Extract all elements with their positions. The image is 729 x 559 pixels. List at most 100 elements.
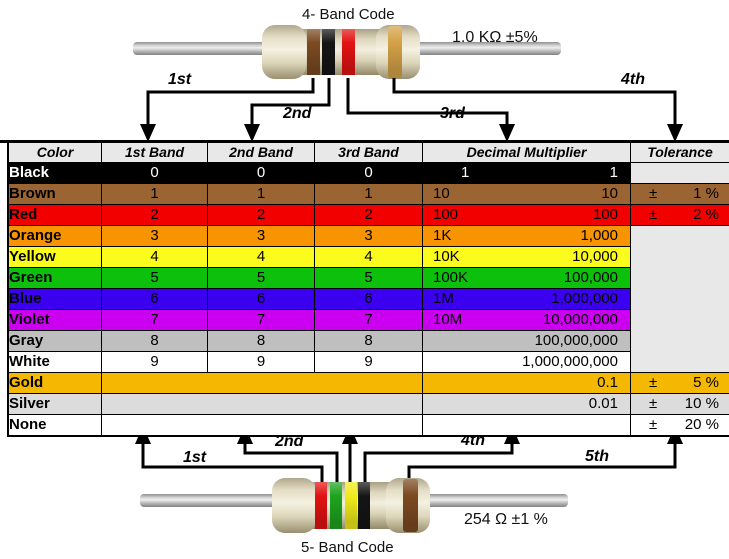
band3-digit: 3 [314, 225, 423, 247]
bottom-arrow-5th-line [407, 444, 677, 478]
band1-digit: 5 [101, 267, 208, 289]
band3-digit: 2 [314, 204, 423, 226]
multiplier-cell: 10K 10,000 [422, 246, 631, 268]
band3-digit: 7 [314, 309, 423, 331]
color-name: Blue [7, 288, 102, 310]
resistor-end-cap [272, 478, 316, 533]
table-row-blue: Blue 6 6 6 1M 1,000,000 [7, 288, 729, 310]
top-arrow-label-4th: 4th [621, 71, 645, 88]
band2-digit: 4 [207, 246, 315, 268]
table-row-gold: Gold 0.1 ±5 % [7, 372, 729, 394]
color-name: Black [7, 162, 102, 184]
table-top-rule [0, 140, 729, 143]
band2-digit: 2 [207, 204, 315, 226]
table-row-red: Red 2 2 2 100 100 ±2 % [7, 204, 729, 226]
multiplier-cell: 1,000,000,000 [422, 351, 631, 373]
band3-digit: 5 [314, 267, 423, 289]
band1-digit: 7 [101, 309, 208, 331]
header-2nd-band: 2nd Band [207, 140, 315, 163]
color-name: Violet [7, 309, 102, 331]
color-name: Gold [7, 372, 102, 394]
red-band [342, 29, 355, 75]
tolerance-cell-empty [630, 162, 729, 184]
table-row-violet: Violet 7 7 7 10M 10,000,000 [7, 309, 729, 331]
band3-digit: 9 [314, 351, 423, 373]
band3-digit: 0 [314, 162, 423, 184]
black-band [358, 482, 370, 529]
top-arrow-3rd-line [346, 78, 509, 125]
gold-band [388, 26, 402, 78]
band1-digit: 2 [101, 204, 208, 226]
multiplier-cell [422, 414, 631, 437]
table-row-none: None ±20 % [7, 414, 729, 437]
multiplier-cell: 0.1 [422, 372, 631, 394]
header-decimal-multiplier: Decimal Multiplier [422, 140, 631, 163]
table-row-silver: Silver 0.01 ±10 % [7, 393, 729, 415]
band1-digit: 3 [101, 225, 208, 247]
multiplier-cell: 10 10 [422, 183, 631, 205]
band2-digit: 7 [207, 309, 315, 331]
yellow-band [345, 482, 357, 529]
tolerance-cell: ±5 % [630, 372, 729, 394]
band2-digit: 1 [207, 183, 315, 205]
tolerance-cell: ±10 % [630, 393, 729, 415]
multiplier-cell: 10M 10,000,000 [422, 309, 631, 331]
table-row-brown: Brown 1 1 1 10 10 ±1 % [7, 183, 729, 205]
band1-digit: 0 [101, 162, 208, 184]
band2-digit: 3 [207, 225, 315, 247]
table-row-gray: Gray 8 8 8 100,000,000 [7, 330, 729, 352]
top-arrow-label-3rd: 3rd [440, 105, 465, 122]
green-band [330, 482, 342, 529]
multiplier-cell: 100K 100,000 [422, 267, 631, 289]
header-color: Color [7, 140, 102, 163]
band1-digit: 1 [101, 183, 208, 205]
resistor-end-cap [262, 25, 306, 79]
band2-digit: 8 [207, 330, 315, 352]
multiplier-cell: 100,000,000 [422, 330, 631, 352]
color-name: White [7, 351, 102, 373]
header-3rd-band: 3rd Band [314, 140, 423, 163]
header-tolerance: Tolerance [630, 140, 729, 163]
color-name: Brown [7, 183, 102, 205]
table-row-yellow: Yellow 4 4 4 10K 10,000 [7, 246, 729, 268]
bottom-arrow-label-2nd: 2nd [275, 433, 304, 450]
top-arrow-label-2nd: 2nd [283, 105, 312, 122]
band2-digit: 5 [207, 267, 315, 289]
band1-digit: 6 [101, 288, 208, 310]
bands-merged-empty [101, 393, 423, 415]
top-arrow-label-1st: 1st [168, 71, 192, 88]
band1-digit: 8 [101, 330, 208, 352]
black-band [322, 29, 335, 75]
color-name: Gray [7, 330, 102, 352]
color-name: Silver [7, 393, 102, 415]
multiplier-cell: 100 100 [422, 204, 631, 226]
color-name: Red [7, 204, 102, 226]
table-row-green: Green 5 5 5 100K 100,000 [7, 267, 729, 289]
tolerance-cell: ±20 % [630, 414, 729, 437]
red-band [315, 482, 327, 529]
bottom-arrow-label-1st: 1st [183, 449, 207, 466]
five-band-title: 5- Band Code [301, 539, 394, 556]
multiplier-cell: 1M 1,000,000 [422, 288, 631, 310]
color-code-table: Color 1st Band 2nd Band 3rd Band Decimal… [7, 140, 729, 437]
multiplier-cell: 0.01 [422, 393, 631, 415]
color-name: Green [7, 267, 102, 289]
table-row-white: White 9 9 9 1,000,000,000 [7, 351, 729, 373]
tolerance-cell: ±1 % [630, 183, 729, 205]
color-name: Orange [7, 225, 102, 247]
band2-digit: 6 [207, 288, 315, 310]
five-band-resistor [272, 478, 430, 533]
band1-digit: 9 [101, 351, 208, 373]
color-name: Yellow [7, 246, 102, 268]
four-band-title: 4- Band Code [302, 6, 395, 23]
table-row-orange: Orange 3 3 3 1K 1,000 [7, 225, 729, 373]
four-band-resistor [262, 25, 420, 79]
tolerance-cell: ±2 % [630, 204, 729, 226]
band2-digit: 0 [207, 162, 315, 184]
five-band-value: 254 Ω ±1 % [464, 511, 548, 528]
band2-digit: 9 [207, 351, 315, 373]
multiplier-cell: 1K 1,000 [422, 225, 631, 247]
